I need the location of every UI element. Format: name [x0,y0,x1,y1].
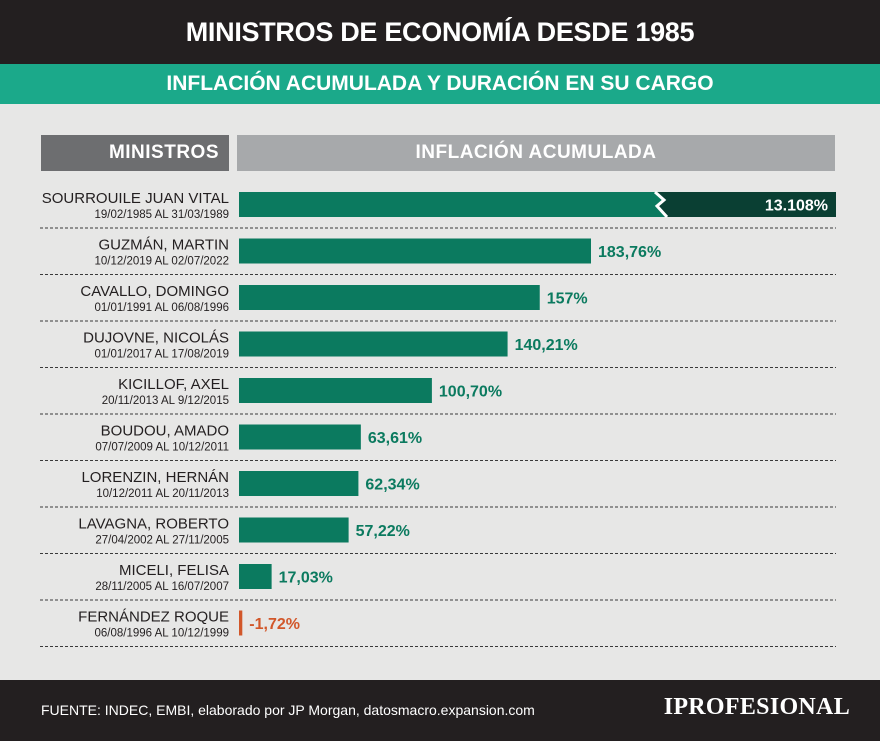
page-subtitle: INFLACIÓN ACUMULADA Y DURACIÓN EN SU CAR… [166,72,714,95]
minister-period: 28/11/2005 AL 16/07/2007 [95,581,229,593]
minister-name: BOUDOU, AMADO [101,423,229,440]
minister-name: DUJOVNE, NICOLÁS [83,330,229,347]
minister-period: 10/12/2011 AL 20/11/2013 [96,488,229,500]
bar [239,471,359,496]
source-note: FUENTE: INDEC, EMBI, elaborado por JP Mo… [41,702,535,718]
bar [239,517,349,543]
minister-period: 01/01/2017 AL 17/08/2019 [94,349,229,361]
ministers-header-label: MINISTROS [108,142,219,163]
minister-period: 20/11/2013 AL 9/12/2015 [102,395,229,407]
subtitle-bar: INFLACIÓN ACUMULADA Y DURACIÓN EN SU CAR… [0,64,880,104]
minister-name: GUZMÁN, MARTIN [98,237,229,254]
bar-value-label: 13.108% [765,198,828,215]
bar [239,285,540,310]
bar [239,424,361,450]
inflation-column-header: INFLACIÓN ACUMULADA [237,135,835,171]
bar-value-label: -1,72% [249,616,300,633]
minister-name: FERNÁNDEZ ROQUE [78,609,229,626]
axis-break-mark [654,190,669,219]
inflation-bar-chart: SOURROUILE JUAN VITAL 19/02/1985 AL 31/03… [40,190,836,647]
minister-period: 01/01/1991 AL 06/08/1996 [94,302,229,314]
bar [239,331,508,357]
minister-period: 06/08/1996 AL 10/12/1999 [94,628,229,640]
minister-name: LORENZIN, HERNÁN [81,469,229,486]
minister-period: 07/07/2009 AL 10/12/2011 [95,442,229,454]
bar-value-label: 183,76% [598,244,661,261]
bar-value-label: 57,22% [356,523,410,540]
minister-name: MICELI, FELISA [119,562,229,579]
minister-period: 10/12/2019 AL 02/07/2022 [94,256,229,268]
page-title: MINISTROS DE ECONOMÍA DESDE 1985 [185,16,695,47]
inflation-header-label: INFLACIÓN ACUMULADA [415,142,657,163]
footer: FUENTE: INDEC, EMBI, elaborado por JP Mo… [0,680,880,741]
bar-negative [239,610,243,636]
bar-value-label: 63,61% [368,430,422,447]
title-bar: MINISTROS DE ECONOMÍA DESDE 1985 [0,0,880,64]
bar-value-label: 17,03% [279,570,333,587]
bar [239,564,272,589]
bar [239,378,432,403]
bar-break-segment [655,192,836,217]
minister-name: KICILLOF, AXEL [118,376,229,393]
minister-name: CAVALLO, DOMINGO [80,283,229,300]
bar-value-label: 100,70% [439,384,502,401]
ministers-column-header: MINISTROS [41,135,229,171]
minister-period: 27/04/2002 AL 27/11/2005 [95,535,229,547]
minister-name: LAVAGNA, ROBERTO [78,516,229,533]
bar-value-label: 157% [547,291,588,308]
bar-value-label: 62,34% [365,477,419,494]
bar-value-label: 140,21% [515,337,578,354]
minister-name: SOURROUILE JUAN VITAL [42,190,229,207]
bar [239,238,591,264]
minister-period: 19/02/1985 AL 31/03/1989 [94,209,229,221]
brand-logo: IPROFESIONAL [663,694,850,720]
